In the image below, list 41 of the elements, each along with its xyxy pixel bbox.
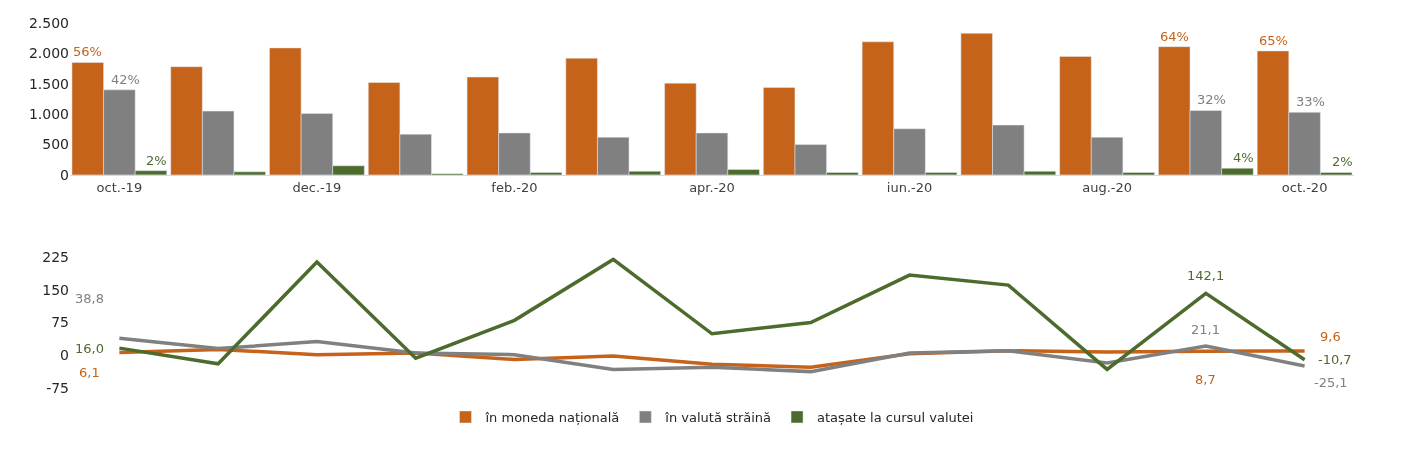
- data-label: 6,1: [79, 365, 100, 380]
- y-tick-label: 75: [51, 314, 69, 331]
- annotation: 33%: [1296, 94, 1325, 109]
- data-label: 16,0: [75, 341, 104, 356]
- legend-label: atașate la cursul valutei: [817, 410, 974, 426]
- legend-label: în moneda națională: [484, 410, 620, 426]
- annotation: 32%: [1197, 92, 1226, 107]
- x-tick-label: apr.-20: [689, 179, 735, 195]
- y-tick-label: 225: [42, 249, 69, 266]
- data-label: -10,7: [1318, 352, 1352, 367]
- data-label: 8,7: [1195, 372, 1216, 387]
- x-tick-label: aug.-20: [1082, 179, 1132, 195]
- data-label: 142,1: [1187, 268, 1225, 283]
- y-tick-label: 2.500: [28, 14, 69, 31]
- x-tick-label: oct.-20: [1281, 179, 1328, 195]
- y-tick-label: -75: [46, 379, 69, 396]
- y-tick-label: 0: [60, 166, 69, 183]
- y-tick-label: 1.000: [28, 106, 69, 123]
- annotation: 2%: [146, 153, 167, 168]
- line-series: [117, 257, 1307, 372]
- data-label: 21,1: [1191, 322, 1220, 337]
- x-tick-label: feb.-20: [491, 179, 538, 195]
- annotation: 2%: [1332, 154, 1353, 169]
- legend-label: în valută străină: [664, 410, 772, 426]
- annotation: 4%: [1233, 150, 1254, 165]
- y-tick-label: 150: [42, 281, 69, 298]
- data-label: -25,1: [1314, 375, 1348, 390]
- annotation: 42%: [111, 72, 140, 87]
- data-label: 38,8: [75, 291, 104, 306]
- x-tick-label: iun.-20: [886, 179, 933, 195]
- line-series: [117, 336, 1307, 374]
- y-tick-label: 1.500: [28, 75, 69, 92]
- y-tick-label: 2.000: [28, 45, 69, 62]
- annotation: 64%: [1160, 29, 1189, 44]
- y-tick-label: 0: [60, 347, 69, 363]
- x-tick-label: dec.-19: [292, 179, 342, 195]
- annotation: 65%: [1259, 33, 1288, 48]
- annotation: 56%: [73, 44, 102, 59]
- data-label: 9,6: [1320, 329, 1341, 344]
- y-tick-label: 500: [42, 136, 69, 153]
- x-tick-label: oct.-19: [96, 179, 143, 195]
